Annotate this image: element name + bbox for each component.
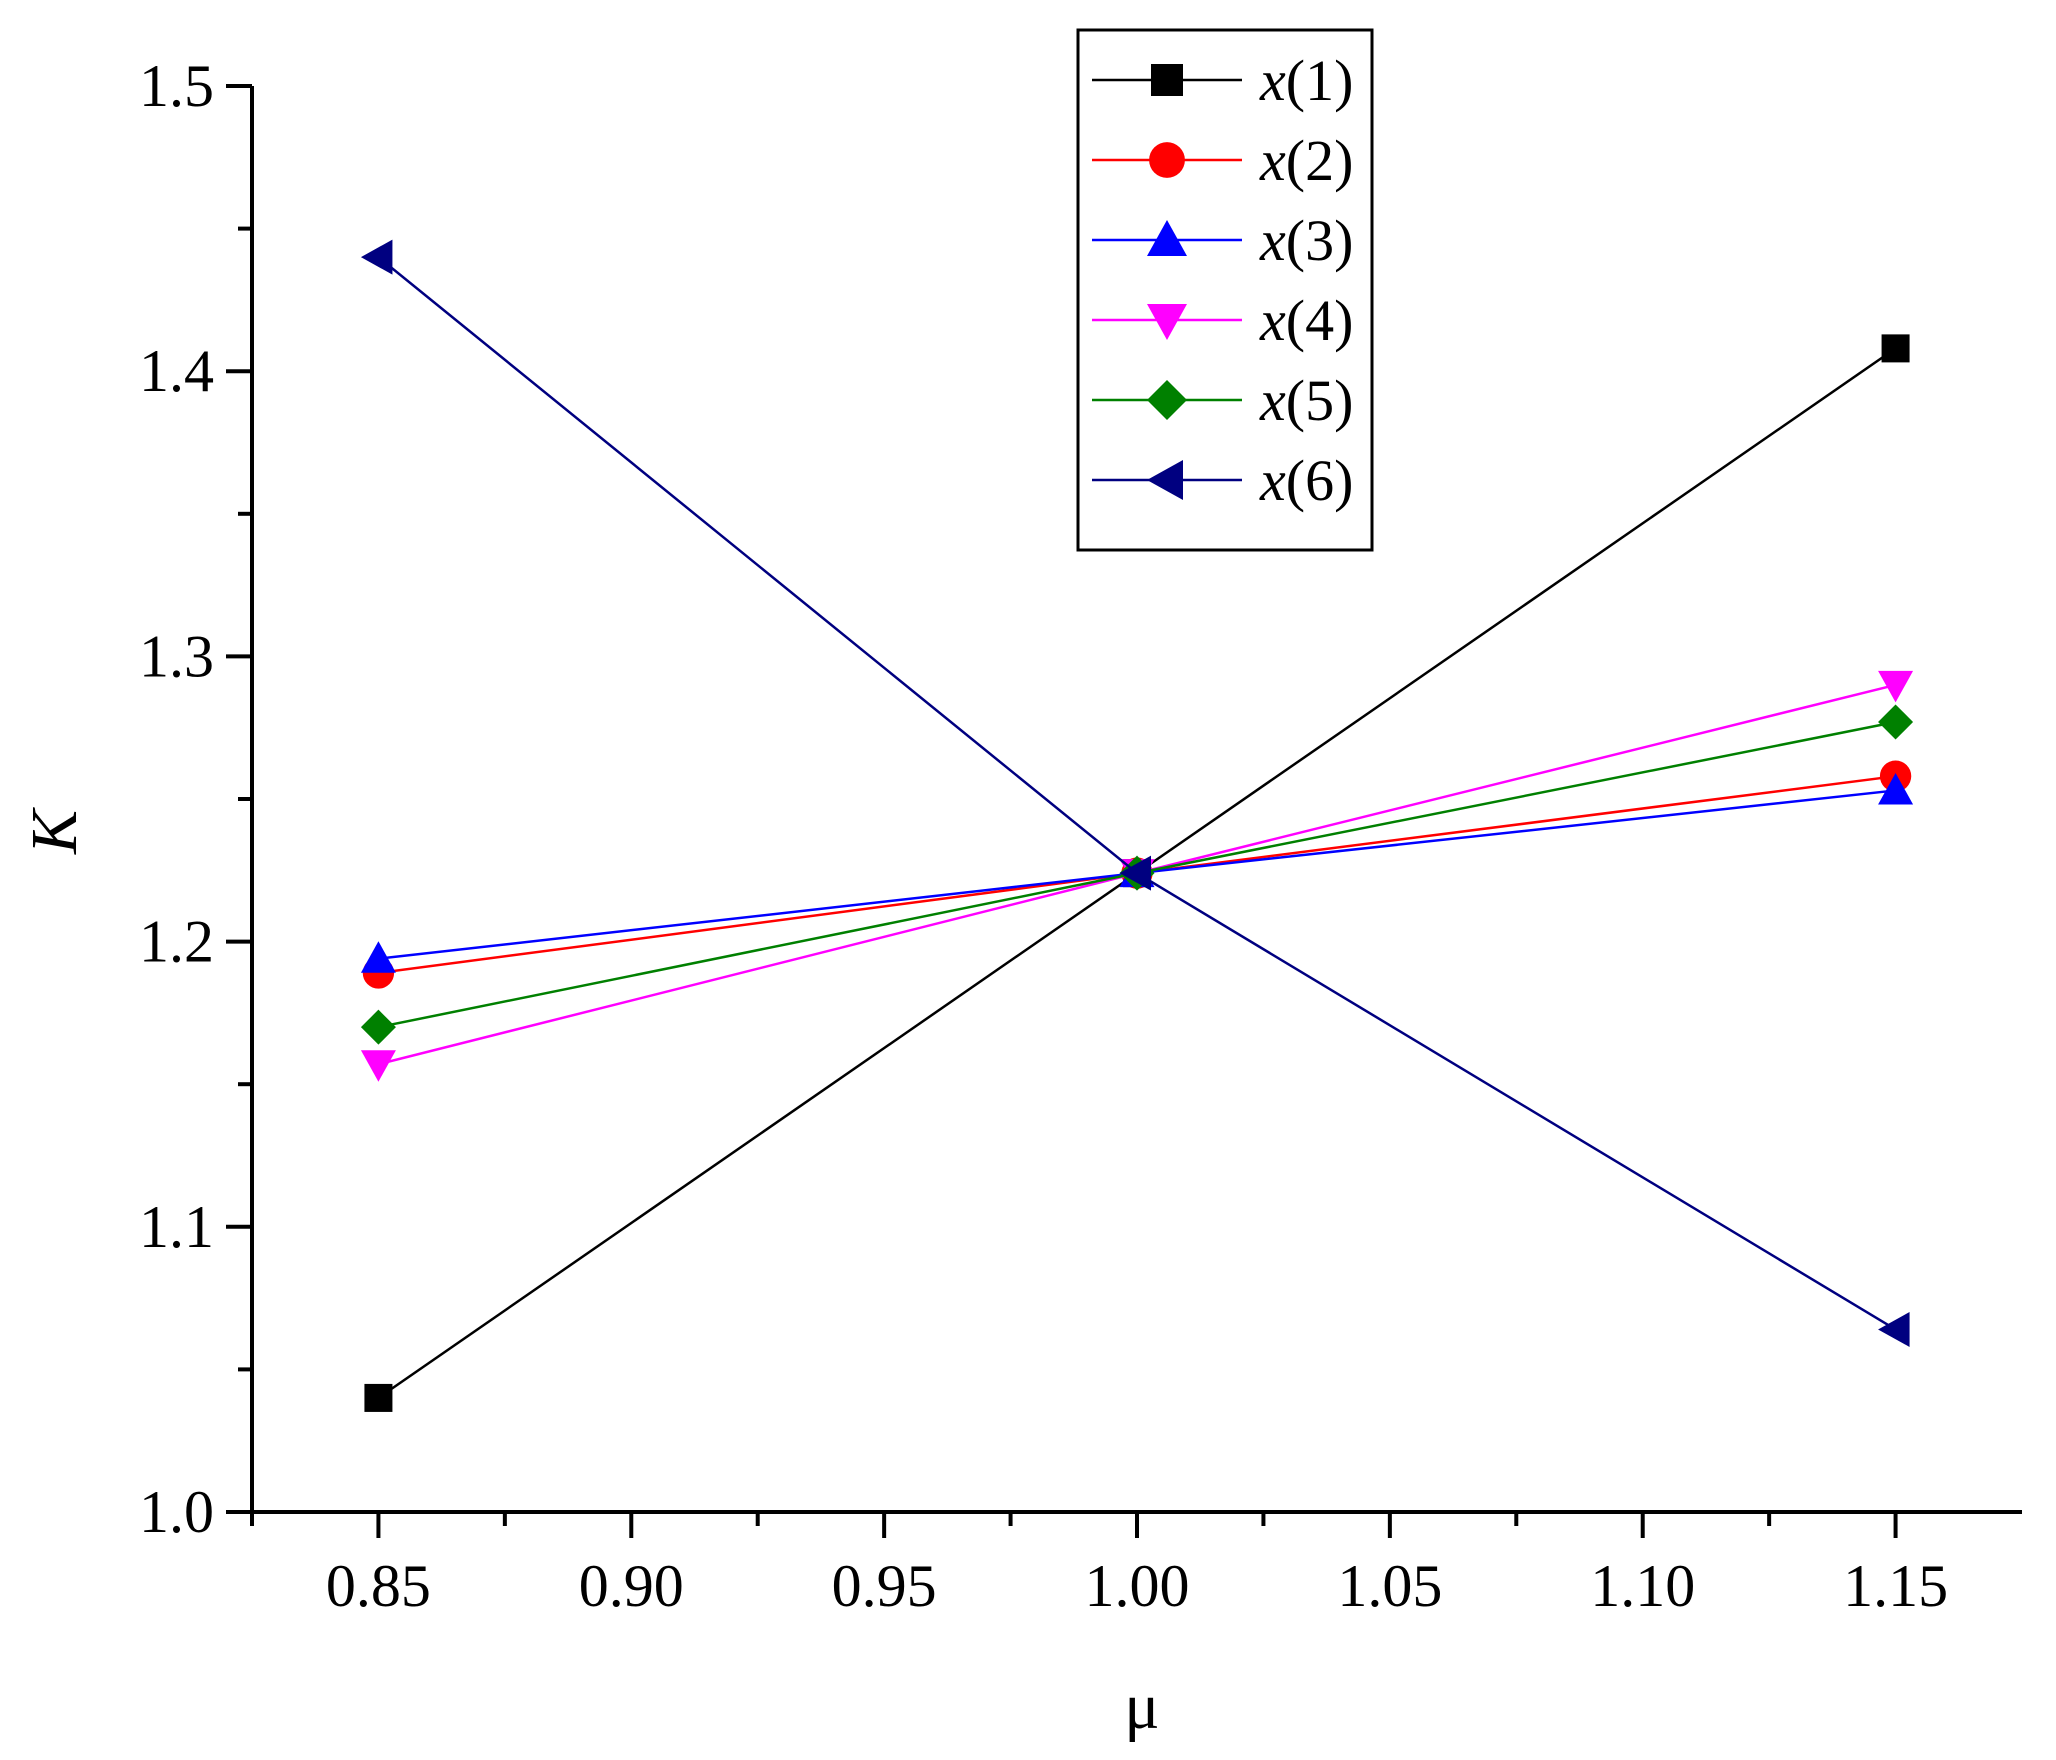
data-point: [360, 1050, 396, 1082]
y-tick-label: 1.1: [139, 1194, 214, 1260]
y-tick-label: 1.2: [139, 909, 214, 975]
data-point: [1878, 772, 1914, 805]
legend-item: x(3): [1092, 208, 1353, 273]
y-tick-label: 1.5: [139, 53, 214, 119]
x-tick-label: 1.10: [1590, 1553, 1695, 1619]
legend-label: x(1): [1259, 48, 1353, 113]
data-point: [1119, 855, 1151, 891]
series-6: [360, 239, 1910, 1347]
legend-item: x(2): [1092, 128, 1353, 193]
legend-item: x(4): [1092, 288, 1353, 353]
legend-label: x(6): [1259, 448, 1353, 513]
x-tick-label: 1.15: [1843, 1553, 1948, 1619]
axes: 1.0 1.1 1.2 1.3 1.4 1.5 0.85 0.90 0.95 1.00 1.05 1.…: [139, 53, 2022, 1619]
data-point: [1881, 334, 1910, 363]
x-tick-label: 1.05: [1337, 1553, 1442, 1619]
legend-item: x(5): [1092, 368, 1353, 433]
y-tick-label: 1.4: [139, 338, 214, 404]
legend-marker: [1151, 64, 1183, 96]
data-point: [1878, 704, 1914, 740]
x-axis-label: μ: [1124, 1670, 1159, 1743]
legend-marker: [1147, 380, 1187, 420]
y-tick-label: 1.0: [139, 1479, 214, 1545]
legend-marker: [1147, 304, 1187, 340]
legend-marker: [1149, 142, 1185, 178]
data-point: [1878, 1311, 1910, 1347]
data-point: [360, 1009, 396, 1045]
legend-item: x(1): [1092, 48, 1353, 113]
x-tick-label: 0.90: [579, 1553, 684, 1619]
legend: x(1) x(2) x(3) x(4) x(5) x(6): [1076, 28, 1374, 552]
legend-marker: [1147, 460, 1183, 500]
legend-label: x(3): [1259, 208, 1353, 273]
series-layer: [360, 239, 1914, 1412]
legend-label: x(2): [1259, 128, 1353, 193]
data-point: [1878, 670, 1914, 703]
x-tick-label: 0.85: [326, 1553, 431, 1619]
legend-label: x(4): [1259, 288, 1353, 353]
legend-box: [1076, 28, 1374, 552]
legend-marker: [1147, 220, 1187, 256]
legend-item: x(6): [1092, 448, 1353, 513]
data-point: [360, 941, 396, 973]
legend-label: x(5): [1259, 368, 1353, 433]
data-point: [360, 239, 393, 275]
x-tick-label: 0.95: [832, 1553, 937, 1619]
y-axis-label: K: [18, 807, 91, 855]
data-point: [364, 1383, 393, 1412]
y-tick-label: 1.3: [139, 623, 214, 689]
x-tick-label: 1.00: [1085, 1553, 1190, 1619]
